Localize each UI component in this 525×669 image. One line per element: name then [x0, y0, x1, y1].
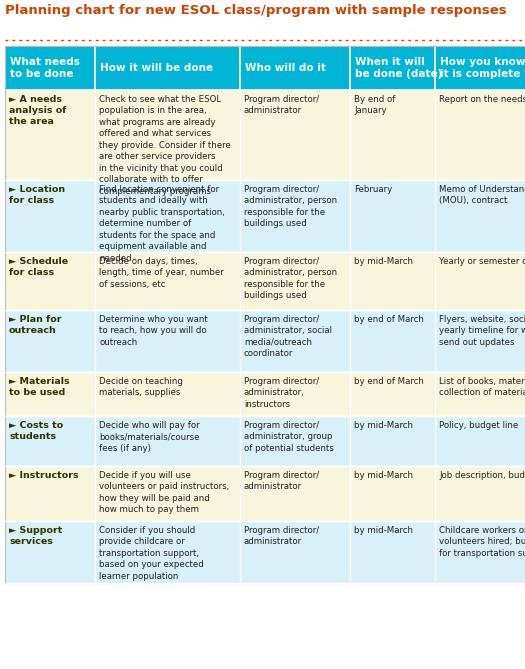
Text: Determine who you want
to reach, how you will do
outreach: Determine who you want to reach, how you… [99, 315, 208, 347]
Text: Who will do it: Who will do it [245, 63, 326, 73]
Text: ► Location
for class: ► Location for class [9, 185, 65, 205]
Text: by end of March: by end of March [354, 377, 424, 386]
Text: by mid-March: by mid-March [354, 526, 413, 535]
Text: Childcare workers or
volunteers hired; budget lines
for transportation support: Childcare workers or volunteers hired; b… [439, 526, 525, 558]
Text: How you know
it is complete: How you know it is complete [440, 57, 525, 79]
Bar [5, 416, 525, 466]
Bar [95, 46, 240, 90]
Text: Decide on teaching
materials, supplies: Decide on teaching materials, supplies [99, 377, 183, 397]
Text: ► Schedule
for class: ► Schedule for class [9, 257, 68, 277]
Text: List of books, materials,
collection of materials: List of books, materials, collection of … [439, 377, 525, 397]
Text: Program director/
administrator, group
of potential students: Program director/ administrator, group o… [244, 421, 334, 453]
Text: How it will be done: How it will be done [100, 63, 213, 73]
Text: Find location convenient for
students and ideally with
nearby public transportat: Find location convenient for students an… [99, 185, 225, 263]
Text: by mid-March: by mid-March [354, 471, 413, 480]
Text: ► Plan for
outreach: ► Plan for outreach [9, 315, 61, 335]
Text: Decide if you will use
volunteers or paid instructors,
how they will be paid and: Decide if you will use volunteers or pai… [99, 471, 229, 514]
Text: Memo of Understanding
(MOU), contract: Memo of Understanding (MOU), contract [439, 185, 525, 205]
Bar [5, 252, 525, 310]
Text: Program director/
administrator: Program director/ administrator [244, 526, 319, 547]
Text: Report on the needs: Report on the needs [439, 95, 525, 104]
Bar [5, 521, 525, 583]
Bar [5, 46, 95, 90]
Text: Decide who will pay for
books/materials/course
fees (if any): Decide who will pay for books/materials/… [99, 421, 200, 453]
Text: Job description, budget line: Job description, budget line [439, 471, 525, 480]
Text: ► Instructors: ► Instructors [9, 471, 79, 480]
Text: Consider if you should
provide childcare or
transportation support,
based on you: Consider if you should provide childcare… [99, 526, 204, 581]
Bar [5, 372, 525, 416]
Text: by mid-March: by mid-March [354, 421, 413, 430]
Bar [350, 46, 435, 90]
Text: Decide on days, times,
length, time of year, number
of sessions, etc: Decide on days, times, length, time of y… [99, 257, 224, 289]
Text: Program director/
administrator, person
responsible for the
buildings used: Program director/ administrator, person … [244, 185, 337, 228]
Text: Yearly or semester calendar: Yearly or semester calendar [439, 257, 525, 266]
Text: ► Support
services: ► Support services [9, 526, 62, 546]
Text: Planning chart for new ESOL class/program with sample responses: Planning chart for new ESOL class/progra… [5, 4, 507, 17]
Bar [5, 180, 525, 252]
Text: Program director/
administrator,
instructors: Program director/ administrator, instruc… [244, 377, 319, 409]
Bar [5, 46, 525, 583]
Text: Program director/
administrator: Program director/ administrator [244, 471, 319, 492]
Text: Check to see what the ESOL
population is in the area,
what programs are already
: Check to see what the ESOL population is… [99, 95, 231, 195]
Text: Program director/
administrator: Program director/ administrator [244, 95, 319, 116]
Bar [5, 310, 525, 372]
Text: ► A needs
analysis of
the area: ► A needs analysis of the area [9, 95, 66, 126]
Text: by end of March: by end of March [354, 315, 424, 324]
Bar [435, 46, 525, 90]
Text: Program director/
administrator, social
media/outreach
coordinator: Program director/ administrator, social … [244, 315, 332, 359]
Text: February: February [354, 185, 392, 194]
Text: Policy, budget line: Policy, budget line [439, 421, 518, 430]
Text: ► Materials
to be used: ► Materials to be used [9, 377, 70, 397]
Text: by mid-March: by mid-March [354, 257, 413, 266]
Text: Program director/
administrator, person
responsible for the
buildings used: Program director/ administrator, person … [244, 257, 337, 300]
Bar [5, 466, 525, 521]
Bar [240, 46, 350, 90]
Text: Flyers, website, social media,
yearly timeline for when to
send out updates: Flyers, website, social media, yearly ti… [439, 315, 525, 347]
Text: When it will
be done (date): When it will be done (date) [355, 57, 443, 79]
Text: What needs
to be done: What needs to be done [10, 57, 80, 79]
Text: By end of
January: By end of January [354, 95, 395, 116]
Text: ► Costs to
students: ► Costs to students [9, 421, 63, 441]
Bar [5, 90, 525, 180]
